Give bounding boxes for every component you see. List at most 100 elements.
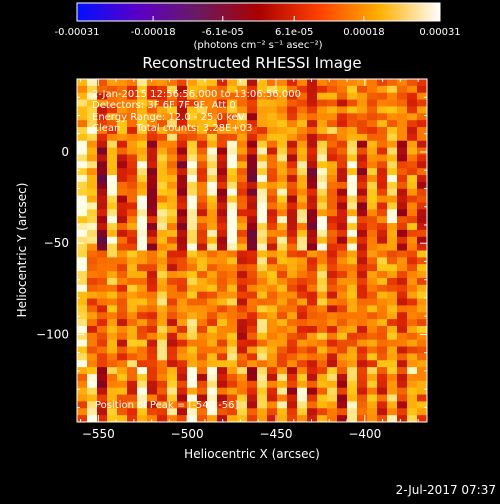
heatmap-cell	[357, 339, 368, 348]
heatmap-cell	[117, 346, 128, 354]
heatmap-cell	[87, 346, 98, 354]
heatmap-cell	[77, 202, 88, 210]
heatmap-cell	[167, 168, 178, 176]
heatmap-cell	[157, 181, 168, 190]
heatmap-cell	[267, 106, 278, 114]
heatmap-cell	[107, 373, 118, 382]
heatmap-cell	[297, 284, 308, 293]
heatmap-cell	[397, 175, 408, 183]
heatmap-cell	[187, 113, 198, 121]
heatmap-cell	[347, 394, 358, 403]
heatmap-cell	[117, 312, 128, 320]
heatmap-cell	[377, 332, 388, 341]
heatmap-cell	[307, 133, 318, 142]
heatmap-cell	[207, 360, 218, 368]
heatmap-cell	[137, 85, 148, 94]
heatmap-cell	[157, 113, 168, 121]
heatmap-cell	[307, 346, 318, 354]
heatmap-cell	[157, 236, 168, 245]
heatmap-cell	[107, 394, 118, 403]
heatmap-cell	[327, 387, 338, 396]
heatmap-cell	[87, 291, 98, 300]
heatmap-cell	[417, 147, 427, 156]
heatmap-cell	[247, 346, 258, 354]
heatmap-cell	[337, 360, 348, 368]
heatmap-cell	[327, 319, 338, 327]
heatmap-cell	[237, 284, 248, 293]
heatmap-cell	[287, 168, 298, 176]
heatmap-cell	[107, 85, 118, 94]
heatmap-cell	[307, 181, 318, 190]
heatmap-cell	[257, 175, 268, 183]
heatmap-cell	[287, 367, 298, 375]
heatmap-cell	[327, 154, 338, 162]
heatmap-cell	[247, 140, 258, 149]
heatmap-cell	[217, 394, 228, 403]
heatmap-cell	[207, 216, 218, 224]
heatmap-cell	[337, 271, 348, 279]
heatmap-cell	[177, 408, 188, 416]
heatmap-cell	[267, 85, 278, 94]
heatmap-cell	[307, 147, 318, 156]
heatmap-cell	[367, 373, 378, 382]
heatmap-cell	[127, 401, 138, 409]
heatmap-cell	[117, 181, 128, 190]
heatmap-cell	[227, 353, 238, 361]
heatmap-cell	[247, 127, 258, 135]
heatmap-cell	[127, 264, 138, 272]
heatmap-cell	[367, 401, 378, 409]
heatmap-cell	[277, 271, 288, 279]
heatmap-cell	[287, 236, 298, 245]
heatmap-cell	[337, 257, 348, 265]
heatmap-cell	[337, 373, 348, 382]
heatmap-cell	[257, 271, 268, 279]
heatmap-cell	[207, 113, 218, 121]
heatmap-cell	[337, 346, 348, 354]
heatmap-cell	[177, 209, 188, 217]
heatmap-cell	[287, 319, 298, 327]
heatmap-cell	[337, 298, 348, 306]
heatmap-cell	[197, 408, 208, 416]
heatmap-cell	[187, 339, 198, 348]
heatmap-cell	[127, 360, 138, 368]
heatmap-cell	[147, 236, 158, 245]
heatmap-cell	[197, 140, 208, 149]
heatmap-cell	[387, 154, 398, 162]
heatmap-cell	[267, 195, 278, 204]
heatmap-cell	[107, 223, 118, 231]
heatmap-cell	[287, 92, 298, 101]
heatmap-cell	[117, 353, 128, 361]
heatmap-cell	[117, 168, 128, 176]
heatmap-cell	[377, 346, 388, 354]
heatmap-cell	[297, 188, 308, 197]
heatmap-cell	[187, 161, 198, 169]
heatmap-cell	[157, 161, 168, 169]
heatmap-cell	[267, 325, 278, 334]
heatmap-cell	[397, 305, 408, 313]
heatmap-cell	[157, 332, 168, 341]
heatmap-cell	[277, 216, 288, 224]
heatmap-cell	[337, 209, 348, 217]
heatmap-cell	[127, 353, 138, 361]
heatmap-cell	[257, 319, 268, 327]
heatmap-cell	[287, 216, 298, 224]
heatmap-cell	[277, 298, 288, 306]
heatmap-cell	[117, 161, 128, 169]
heatmap-cell	[107, 250, 118, 258]
heatmap-cell	[377, 271, 388, 279]
heatmap-cell	[157, 188, 168, 197]
heatmap-cell	[317, 312, 328, 320]
heatmap-cell	[347, 387, 358, 396]
heatmap-cell	[217, 175, 228, 183]
heatmap-cell	[307, 353, 318, 361]
heatmap-cell	[367, 175, 378, 183]
heatmap-cell	[347, 250, 358, 258]
heatmap-cell	[297, 339, 308, 348]
heatmap-cell	[267, 291, 278, 300]
heatmap-cell	[217, 271, 228, 279]
heatmap-cell	[177, 401, 188, 409]
heatmap-cell	[397, 291, 408, 300]
heatmap-cell	[247, 216, 258, 224]
heatmap-cell	[137, 257, 148, 265]
heatmap-cell	[127, 291, 138, 300]
